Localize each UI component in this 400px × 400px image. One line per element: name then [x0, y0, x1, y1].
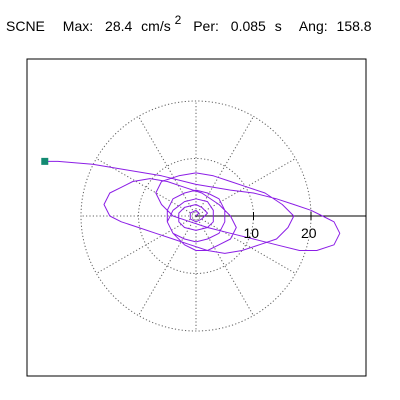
max-label: Max: — [63, 18, 93, 34]
per-unit: s — [275, 18, 282, 34]
ring-labels: 10 20 — [244, 225, 317, 241]
motion-trace-0 — [44, 160, 341, 254]
grid-spoke — [138, 215, 197, 316]
ang-value: 158.8 — [337, 18, 372, 34]
grid-spoke — [195, 158, 296, 217]
max-unit-exponent: 2 — [175, 13, 182, 27]
max-unit: cm/s — [141, 18, 171, 34]
plot-frame — [26, 58, 367, 377]
station-code: SCNE — [6, 18, 45, 34]
grid-spoke — [96, 215, 197, 274]
grid-spoke — [138, 116, 197, 217]
max-value: 28.4 — [105, 18, 132, 34]
per-label: Per: — [193, 18, 219, 34]
start-marker — [41, 157, 49, 165]
ring-label-10: 10 — [244, 225, 260, 241]
header-text: SCNE Max: 28.4 cm/s 2 Per: 0.085 s Ang: … — [6, 11, 372, 34]
per-value: 0.085 — [231, 18, 266, 34]
grid-spoke — [195, 116, 254, 217]
grid-spoke — [195, 215, 254, 316]
ang-label: Ang: — [299, 18, 328, 34]
ring-label-20: 20 — [301, 225, 317, 241]
motion-trace-layer — [41, 157, 341, 254]
grid-spoke — [195, 215, 296, 274]
